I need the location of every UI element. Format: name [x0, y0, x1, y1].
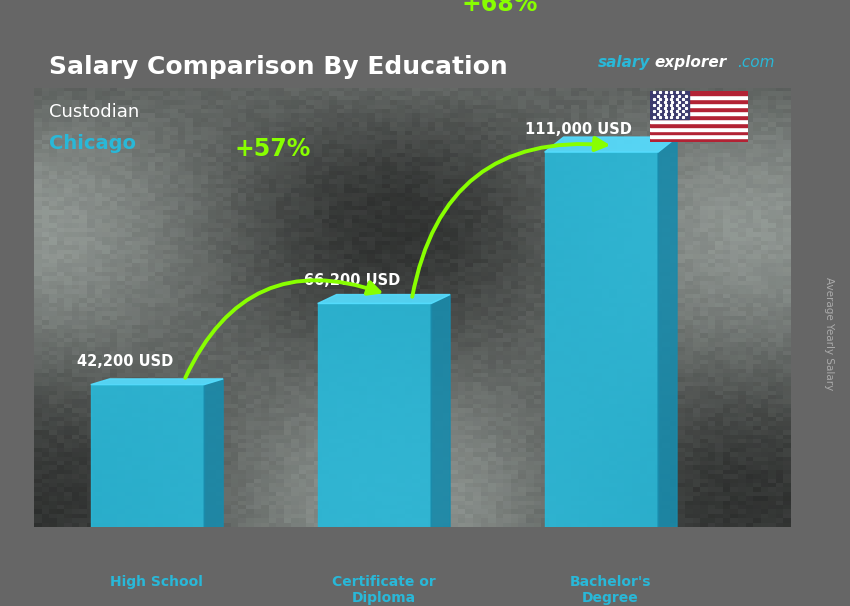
Text: Certificate or
Diploma: Certificate or Diploma	[332, 574, 435, 605]
Text: +57%: +57%	[235, 138, 311, 161]
Text: Chicago: Chicago	[49, 134, 136, 153]
Bar	[650, 99, 748, 103]
Polygon shape	[658, 137, 677, 527]
Text: Salary Comparison By Education: Salary Comparison By Education	[49, 55, 508, 79]
Bar	[650, 91, 689, 119]
Text: 66,200 USD: 66,200 USD	[303, 273, 400, 288]
Bar	[650, 122, 748, 127]
Text: salary: salary	[598, 55, 650, 70]
Text: 42,200 USD: 42,200 USD	[76, 355, 173, 370]
Polygon shape	[91, 379, 223, 385]
Text: .com: .com	[738, 55, 775, 70]
Bar	[650, 127, 748, 130]
Bar	[650, 95, 748, 99]
Text: Custodian: Custodian	[49, 103, 139, 121]
Bar	[91, 385, 204, 527]
Polygon shape	[204, 379, 223, 527]
Polygon shape	[431, 295, 450, 527]
Polygon shape	[545, 137, 677, 152]
Bar	[545, 152, 658, 527]
FancyArrowPatch shape	[185, 280, 379, 378]
Bar	[318, 304, 431, 527]
Text: High School: High School	[110, 574, 203, 588]
Bar	[650, 91, 748, 95]
Text: 111,000 USD: 111,000 USD	[525, 122, 632, 137]
Text: explorer: explorer	[654, 55, 727, 70]
Bar	[650, 111, 748, 115]
Polygon shape	[318, 295, 450, 304]
FancyArrowPatch shape	[412, 138, 606, 297]
Bar	[650, 119, 748, 122]
Text: Bachelor's
Degree: Bachelor's Degree	[570, 574, 651, 605]
Bar	[650, 107, 748, 111]
Bar	[650, 135, 748, 138]
Text: +68%: +68%	[462, 0, 538, 16]
Bar	[650, 130, 748, 135]
Bar	[650, 103, 748, 107]
Bar	[650, 115, 748, 119]
Text: Average Yearly Salary: Average Yearly Salary	[824, 277, 834, 390]
Bar	[650, 138, 748, 142]
